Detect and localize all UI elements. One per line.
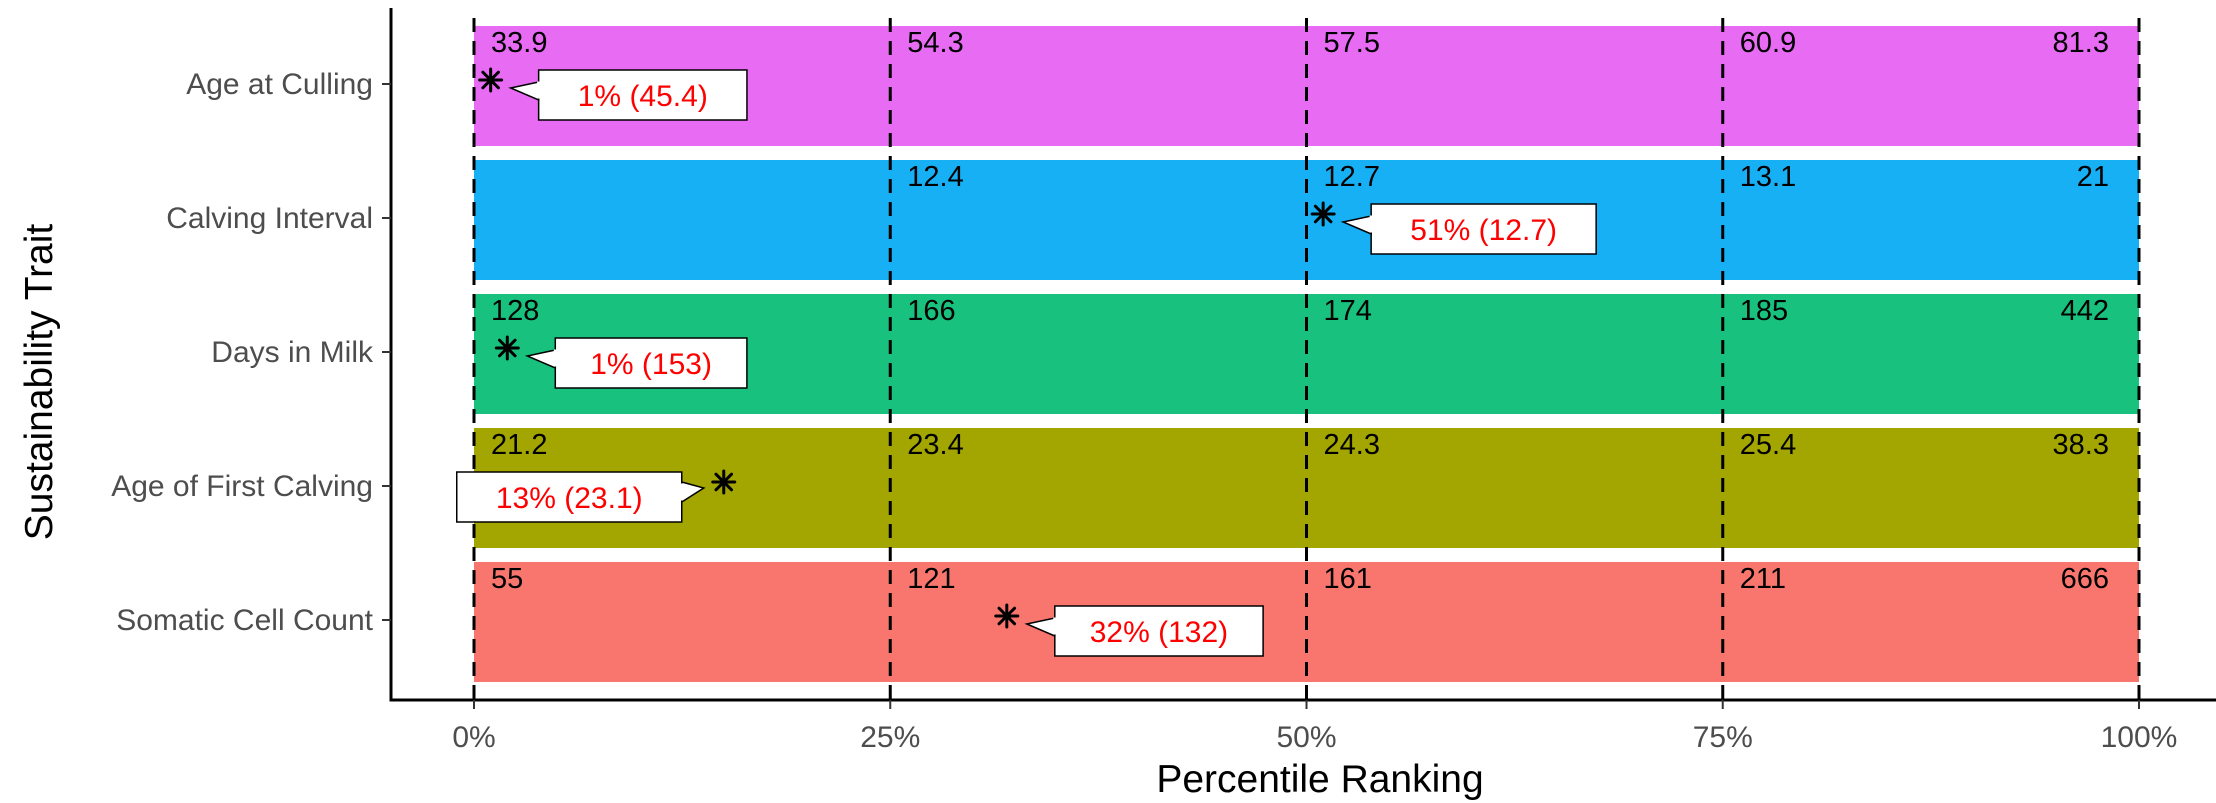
y-tick-label-somatic-cell-count: Somatic Cell Count	[116, 604, 373, 637]
callout-somatic-cell-count: 32% (132)	[994, 603, 1264, 657]
x-tick-label-50: 50%	[1276, 721, 1336, 754]
marker-age-at-culling	[478, 67, 504, 93]
value-label-days-in-milk-1: 166	[907, 295, 955, 327]
marker-days-in-milk	[494, 335, 520, 361]
y-tick-label-age-at-culling: Age at Culling	[186, 68, 373, 101]
value-label-age-of-first-calving-1: 23.4	[907, 429, 963, 461]
callout-box-calving-interval	[1370, 203, 1597, 255]
value-label-somatic-cell-count-2: 161	[1324, 563, 1372, 595]
axes-layer: 0% 25% 50% 75% 100% Age at Culling Calving Int…	[111, 8, 2216, 754]
value-label-age-at-culling-4: 81.3	[2053, 27, 2109, 59]
marker-calving-interval	[1310, 201, 1336, 227]
value-label-age-at-culling-0: 33.9	[491, 27, 547, 59]
value-label-calving-interval-2: 12.7	[1324, 161, 1380, 193]
value-label-calving-interval-1: 12.4	[907, 161, 963, 193]
y-tick-label-days-in-milk: Days in Milk	[211, 336, 374, 369]
callout-text-somatic-cell-count: 32% (132)	[1090, 616, 1228, 649]
value-label-age-at-culling-1: 54.3	[907, 27, 963, 59]
callout-age-of-first-calving: 13% (23.1)	[456, 469, 737, 523]
value-labels-layer: 33.9 54.3 57.5 60.9 81.3 12.4 12.7 13.1 21 128 166…	[491, 27, 2109, 595]
y-tick-label-calving-interval: Calving Interval	[166, 202, 373, 235]
callout-age-at-culling: 1% (45.4)	[478, 67, 748, 121]
value-label-days-in-milk-2: 174	[1324, 295, 1372, 327]
callout-box-somatic-cell-count	[1054, 605, 1264, 657]
callout-text-days-in-milk: 1% (153)	[590, 348, 712, 381]
value-label-age-of-first-calving-2: 24.3	[1324, 429, 1380, 461]
value-label-age-of-first-calving-4: 38.3	[2053, 429, 2109, 461]
value-label-somatic-cell-count-4: 666	[2061, 563, 2109, 595]
x-tick-label-100: 100%	[2101, 721, 2178, 754]
x-tick-label-25: 25%	[860, 721, 920, 754]
callout-calving-interval: 51% (12.7)	[1310, 201, 1597, 255]
value-label-days-in-milk-4: 442	[2061, 295, 2109, 327]
x-tick-label-75: 75%	[1693, 721, 1753, 754]
marker-somatic-cell-count	[994, 603, 1020, 629]
marker-age-of-first-calving	[711, 469, 737, 495]
x-axis-title: Percentile Ranking	[1156, 758, 1483, 801]
value-label-calving-interval-4: 21	[2077, 161, 2109, 193]
value-label-age-of-first-calving-3: 25.4	[1740, 429, 1796, 461]
callout-text-calving-interval: 51% (12.7)	[1410, 214, 1557, 247]
callout-text-age-at-culling: 1% (45.4)	[578, 80, 708, 113]
y-tick-label-age-of-first-calving: Age of First Calving	[111, 470, 373, 503]
callout-box-age-at-culling	[537, 69, 748, 121]
value-label-somatic-cell-count-3: 211	[1740, 563, 1786, 595]
callouts-layer: 1% (45.4) 51% (12.7) 1% (153) 13% (23.1) 32%…	[456, 67, 1597, 657]
value-label-age-of-first-calving-0: 21.2	[491, 429, 547, 461]
value-label-days-in-milk-0: 128	[491, 295, 539, 327]
value-label-somatic-cell-count-0: 55	[491, 563, 523, 595]
y-axis-title: Sustainability Trait	[18, 224, 61, 541]
value-label-days-in-milk-3: 185	[1740, 295, 1788, 327]
value-label-age-at-culling-2: 57.5	[1324, 27, 1380, 59]
value-label-age-at-culling-3: 60.9	[1740, 27, 1796, 59]
x-tick-label-0: 0%	[452, 721, 495, 754]
value-label-somatic-cell-count-1: 121	[907, 563, 955, 595]
callout-text-age-of-first-calving: 13% (23.1)	[496, 482, 643, 515]
callout-days-in-milk: 1% (153)	[494, 335, 748, 389]
value-label-calving-interval-3: 13.1	[1740, 161, 1796, 193]
